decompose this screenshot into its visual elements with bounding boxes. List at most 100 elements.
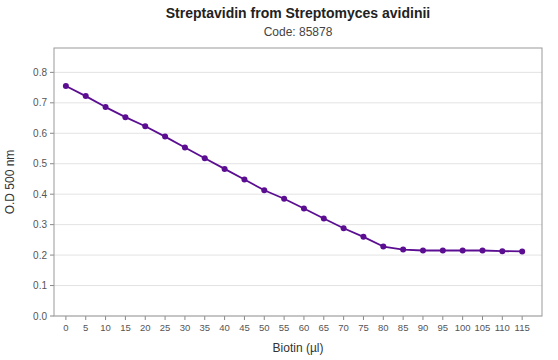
tick-label: 0.6	[33, 128, 47, 139]
tick-label: 0.3	[33, 219, 47, 230]
point	[142, 123, 148, 129]
tick-label: 50	[259, 322, 270, 333]
tick	[422, 316, 423, 320]
tick	[145, 316, 146, 320]
point	[440, 248, 446, 254]
tick-label: 0.1	[33, 280, 47, 291]
tick-label: 5	[83, 322, 88, 333]
tick	[50, 163, 54, 164]
tick	[50, 194, 54, 195]
tick-label: 15	[120, 322, 131, 333]
tick	[522, 316, 523, 320]
tick-label: 40	[219, 322, 230, 333]
point	[241, 177, 247, 183]
point	[499, 248, 505, 254]
grid-line	[54, 102, 542, 103]
tick	[264, 316, 265, 320]
plot-area	[54, 48, 542, 316]
tick-label: 0.4	[33, 189, 47, 200]
tick-label: 35	[199, 322, 210, 333]
point	[63, 83, 69, 89]
tick-label: 100	[455, 322, 471, 333]
tick-label: 0	[63, 322, 68, 333]
x-axis: 0510152025303540455055606570758085909510…	[63, 316, 529, 333]
point	[479, 248, 485, 254]
point	[321, 216, 327, 222]
tick-label: 115	[515, 322, 530, 333]
point	[301, 205, 307, 211]
tick	[184, 316, 185, 320]
tick	[65, 316, 66, 320]
tick	[85, 316, 86, 320]
grid-line	[54, 224, 542, 225]
plot-frame	[54, 48, 542, 316]
tick-label: 0.8	[33, 67, 47, 78]
tick-label: 0.0	[33, 311, 47, 322]
tick-label: 0.2	[33, 250, 47, 261]
tick	[50, 224, 54, 225]
tick	[244, 316, 245, 320]
point	[400, 247, 406, 253]
tick-label: 60	[299, 322, 310, 333]
tick-label: 20	[140, 322, 151, 333]
subtitle: Code: 85878	[264, 25, 333, 39]
tick	[343, 316, 344, 320]
tick	[224, 316, 225, 320]
point	[420, 248, 426, 254]
tick	[284, 316, 285, 320]
tick-label: 0.5	[33, 158, 47, 169]
series	[63, 83, 525, 254]
tick-label: 80	[378, 322, 389, 333]
tick-label: 55	[279, 322, 290, 333]
point	[281, 196, 287, 202]
tick-label: 0.7	[33, 97, 47, 108]
tick	[502, 316, 503, 320]
y-axis: 0.0 0.1 0.2 0.3 0.4 0.5 0.6 0.7 0.8	[33, 67, 542, 322]
point	[341, 225, 347, 231]
point	[202, 155, 208, 161]
grid-line	[54, 72, 542, 73]
tick	[442, 316, 443, 320]
tick	[105, 316, 106, 320]
tick-label: 95	[438, 322, 449, 333]
grid-line	[54, 163, 542, 164]
tick	[323, 316, 324, 320]
chart: Streptavidin from Streptomyces avidinii C…	[0, 0, 558, 360]
tick	[403, 316, 404, 320]
tick	[50, 133, 54, 134]
tick	[50, 316, 54, 317]
tick-label: 70	[338, 322, 349, 333]
tick-label: 75	[358, 322, 369, 333]
tick	[303, 316, 304, 320]
title: Streptavidin from Streptomyces avidinii	[166, 5, 431, 21]
grid-line	[54, 285, 542, 286]
tick	[462, 316, 463, 320]
grid-line	[54, 255, 542, 256]
tick-label: 30	[180, 322, 191, 333]
grid-line	[54, 194, 542, 195]
tick	[363, 316, 364, 320]
point	[360, 234, 366, 240]
point	[222, 166, 228, 172]
tick-label: 110	[495, 322, 510, 333]
tick	[204, 316, 205, 320]
tick-label: 85	[398, 322, 409, 333]
tick-label: 90	[418, 322, 429, 333]
y-axis-label: O.D 500 nm	[3, 150, 17, 215]
tick	[165, 316, 166, 320]
point	[162, 134, 168, 140]
tick	[383, 316, 384, 320]
tick	[482, 316, 483, 320]
tick	[50, 255, 54, 256]
tick-label: 10	[100, 322, 111, 333]
point	[380, 244, 386, 250]
tick	[50, 102, 54, 103]
tick-label: 25	[160, 322, 171, 333]
x-axis-label: Biotin (µl)	[273, 341, 324, 355]
tick	[125, 316, 126, 320]
point	[519, 248, 525, 254]
tick-label: 105	[475, 322, 491, 333]
point	[460, 248, 466, 254]
tick-label: 45	[239, 322, 250, 333]
tick	[50, 72, 54, 73]
